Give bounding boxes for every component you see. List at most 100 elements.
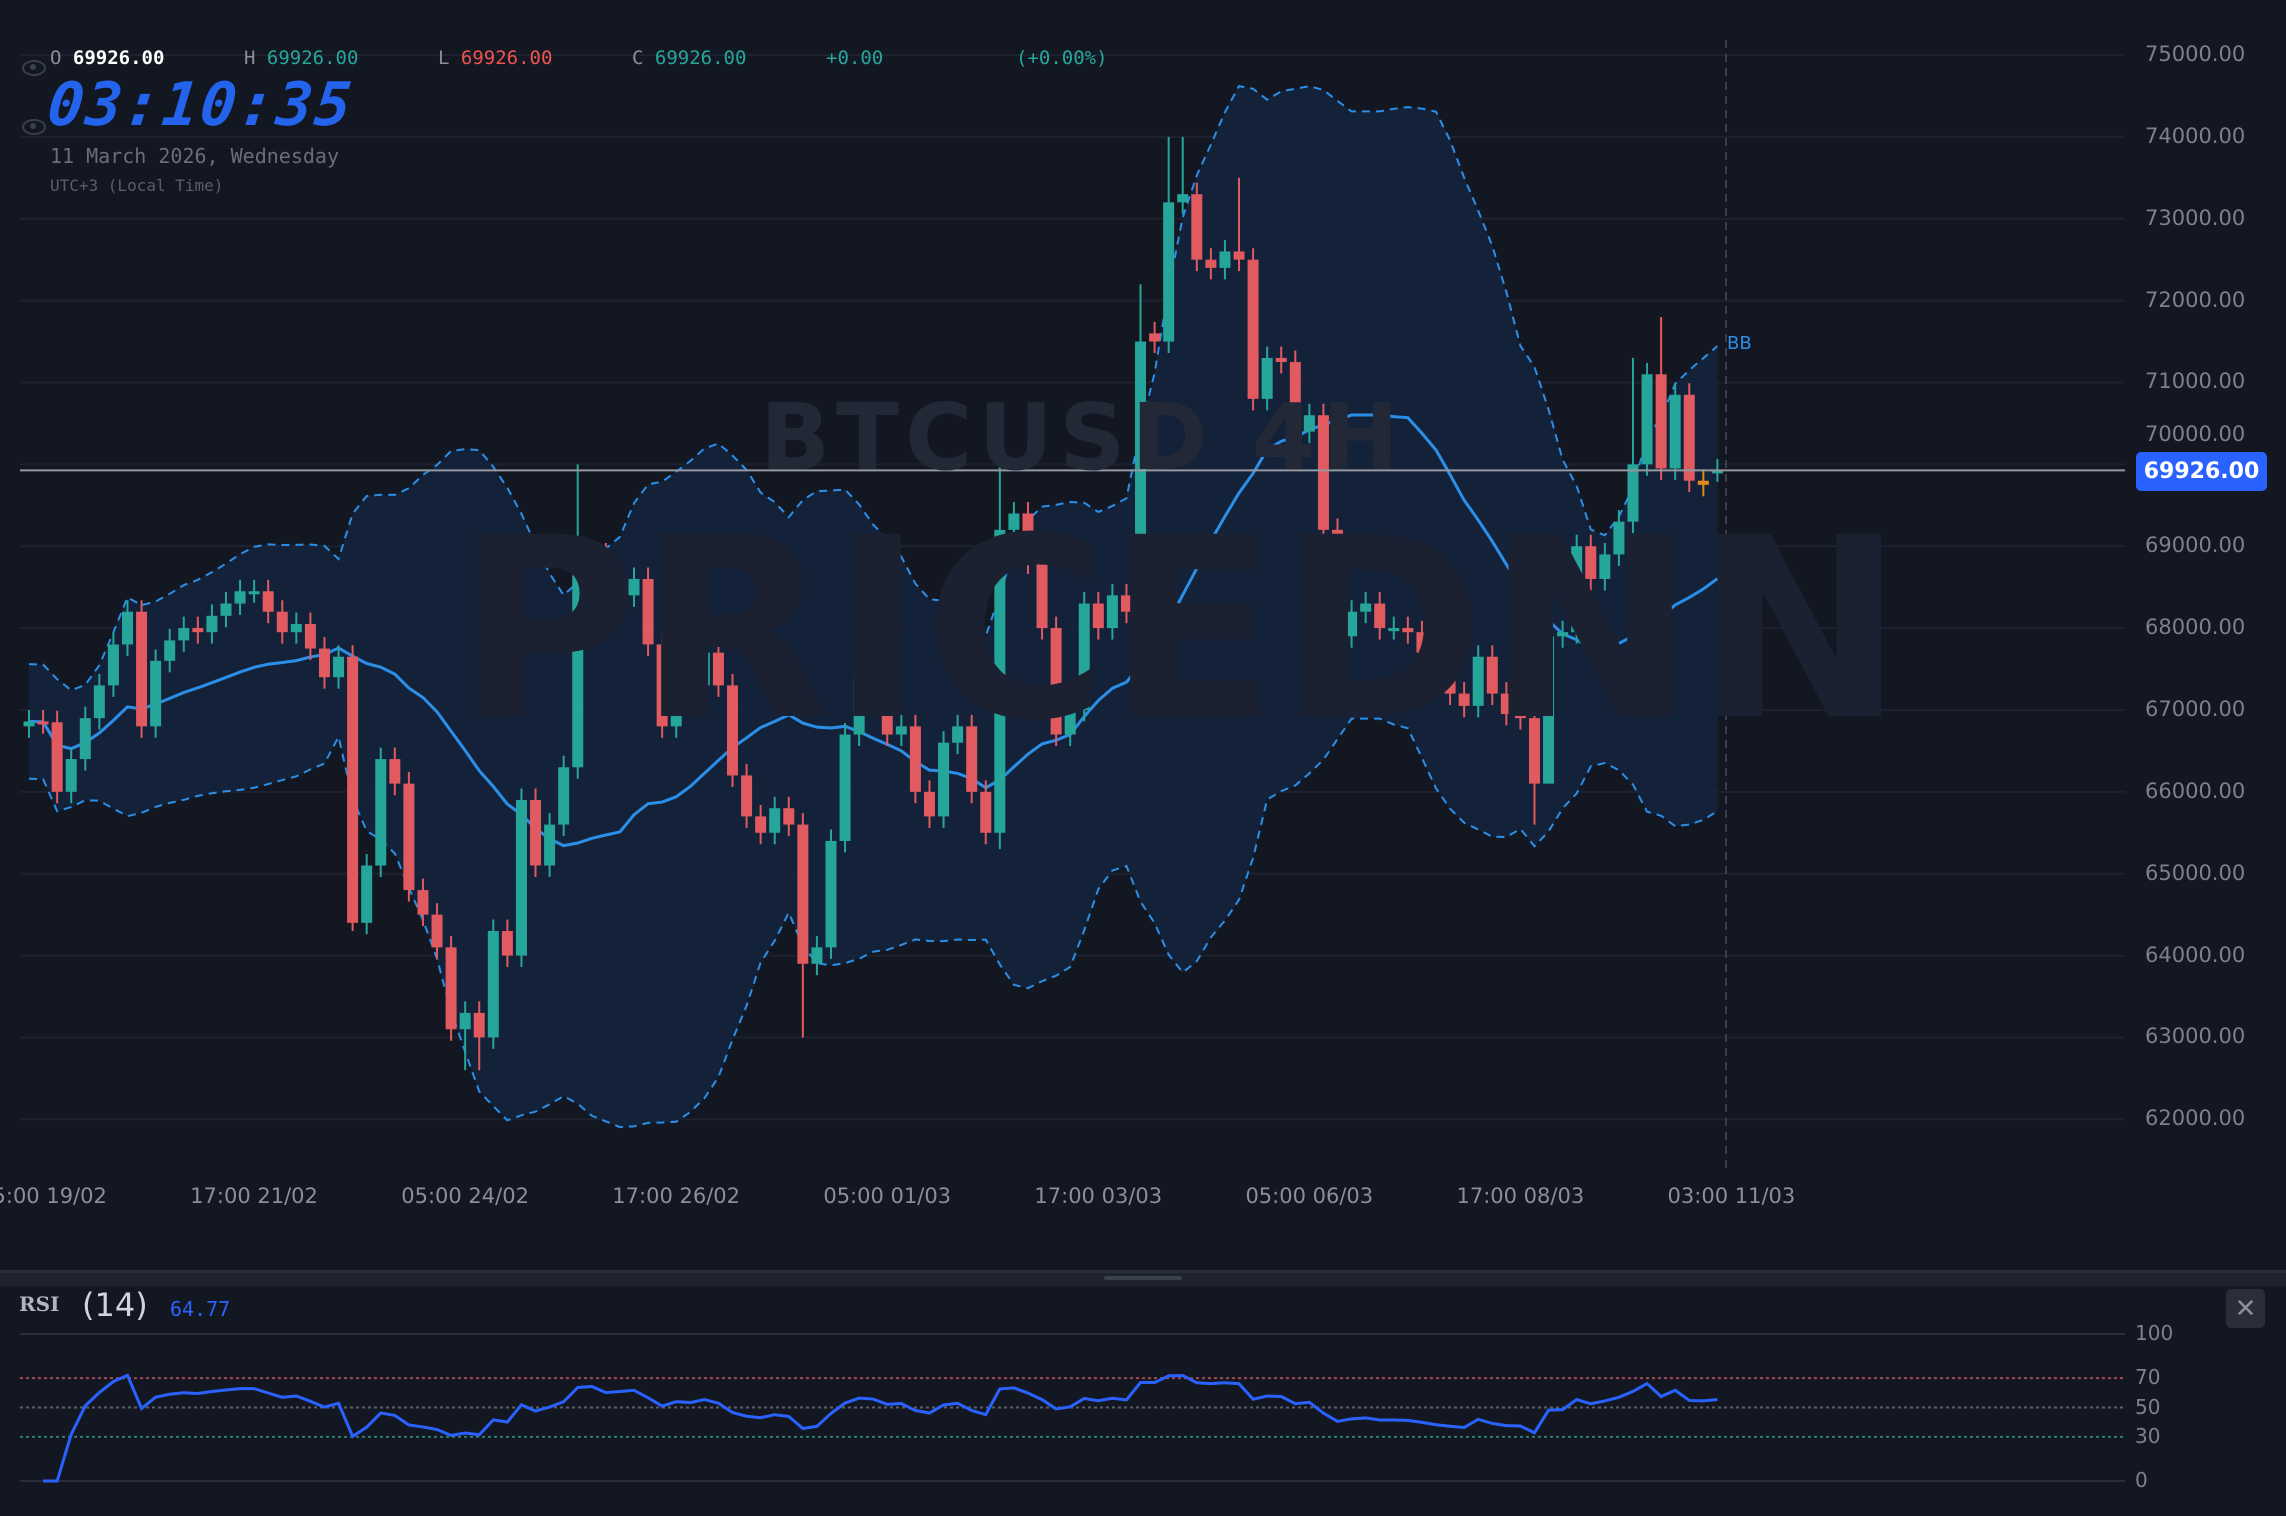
candle-body — [1500, 693, 1512, 715]
price-tick-label: 66000.00 — [2145, 778, 2246, 803]
rsi-tick-label: 50 — [2135, 1394, 2161, 1419]
candle-body — [318, 648, 330, 678]
candle-body — [558, 767, 570, 825]
candle-body — [389, 759, 401, 784]
candle-body — [698, 652, 710, 686]
candle-body — [1275, 357, 1287, 363]
candle-body — [361, 865, 373, 923]
candle-body — [1444, 677, 1456, 694]
rsi-period: (14) — [82, 1286, 148, 1324]
candle-body — [304, 623, 316, 649]
candle-body — [853, 677, 865, 735]
candle-body — [417, 890, 429, 915]
candle-body — [1106, 595, 1118, 629]
time-tick-label: 17:00 26/02 — [612, 1184, 740, 1208]
candle-body — [1261, 357, 1273, 399]
candle-body — [206, 615, 218, 633]
time-tick-label: 05:00 01/03 — [823, 1184, 952, 1208]
price-tick-label: 69000.00 — [2145, 533, 2246, 558]
candle-body — [1528, 718, 1540, 784]
candle-body — [431, 914, 443, 948]
price-tick-label: 75000.00 — [2145, 42, 2246, 66]
candle-body — [234, 591, 246, 604]
candle-body — [375, 759, 387, 866]
candle-body — [530, 800, 542, 866]
ohlc-change-pct: (+0.00%) — [1016, 47, 1108, 69]
candle-body — [107, 644, 119, 686]
close-icon[interactable]: ✕ — [2226, 1289, 2265, 1328]
candle-body — [262, 591, 274, 612]
candle-body — [1317, 415, 1329, 530]
candle-body — [600, 554, 612, 612]
candle-body — [1388, 628, 1400, 632]
time-tick-label: 03:00 11/03 — [1667, 1184, 1796, 1208]
candle-body — [121, 611, 133, 645]
price-tick-label: 67000.00 — [2145, 696, 2246, 721]
candle-body — [966, 726, 978, 792]
candle-body — [1092, 603, 1104, 629]
candle-body — [1050, 628, 1062, 735]
watermark-symbol: BTCUSD 4H — [760, 384, 1405, 491]
candle-body — [333, 656, 345, 678]
candle-body — [1163, 202, 1175, 342]
candle-body — [515, 800, 527, 956]
candle-body — [403, 783, 415, 891]
bollinger-upper — [28, 85, 1719, 692]
price-tick-label: 70000.00 — [2145, 422, 2246, 446]
candle-body — [178, 628, 190, 641]
candle-body — [1402, 628, 1414, 633]
candle-body — [628, 578, 640, 596]
candle-body — [1472, 656, 1484, 706]
pane-resize-handle[interactable] — [1104, 1276, 1182, 1280]
candle-body — [1078, 603, 1090, 710]
rsi-title: RSI — [19, 1292, 60, 1316]
candle-body — [79, 718, 91, 760]
candle-body — [1205, 259, 1217, 268]
rsi-tick-label: 70 — [2135, 1365, 2161, 1390]
candle-body — [1360, 603, 1372, 612]
ohlc-low: L 69926.00 — [438, 47, 553, 69]
candle-body — [1514, 714, 1526, 719]
time-tick-label: 05:00 06/03 — [1245, 1184, 1374, 1208]
ohlc-open: O 69926.00 — [50, 47, 165, 69]
bb-indicator-label[interactable]: BB — [1727, 333, 1752, 354]
bollinger-lower — [28, 717, 1718, 1129]
candle-body — [1233, 251, 1245, 260]
candle-body — [614, 595, 626, 612]
rsi-value: 64.77 — [170, 1297, 231, 1321]
candle-body — [192, 628, 204, 633]
candle-body — [1303, 415, 1315, 432]
time-tick-label: 17:00 21/02 — [190, 1184, 318, 1208]
candle-body — [642, 578, 654, 645]
candle-body — [923, 791, 935, 817]
candle-body — [1571, 546, 1583, 633]
price-tick-label: 64000.00 — [2145, 942, 2246, 967]
candle-body — [1585, 546, 1597, 579]
eye-icon[interactable] — [22, 119, 46, 135]
rsi-tick-label: 0 — [2135, 1468, 2148, 1492]
candle-body — [1036, 562, 1048, 629]
price-tick-label: 74000.00 — [2145, 123, 2246, 148]
candle-body — [1711, 470, 1723, 474]
candle-body — [895, 726, 907, 735]
candle-body — [501, 931, 513, 956]
candle-body — [572, 570, 584, 768]
candle-body — [65, 759, 77, 792]
price-tick-label: 71000.00 — [2145, 369, 2246, 394]
candle-body — [1247, 259, 1259, 399]
price-tick-label: 72000.00 — [2145, 287, 2246, 312]
candle-body — [220, 603, 232, 616]
candle-body — [938, 742, 950, 817]
candle-body — [1486, 656, 1498, 694]
candle-body — [586, 554, 598, 571]
candle-body — [1641, 374, 1653, 465]
candle-body — [1219, 251, 1231, 268]
eye-icon[interactable] — [22, 60, 46, 76]
ohlc-close: C 69926.00 — [632, 47, 747, 69]
candle-body — [23, 721, 35, 727]
candle-body — [980, 791, 992, 833]
candle-body — [93, 685, 105, 719]
price-tick-label: 73000.00 — [2145, 205, 2246, 230]
candle-body — [459, 1012, 471, 1030]
